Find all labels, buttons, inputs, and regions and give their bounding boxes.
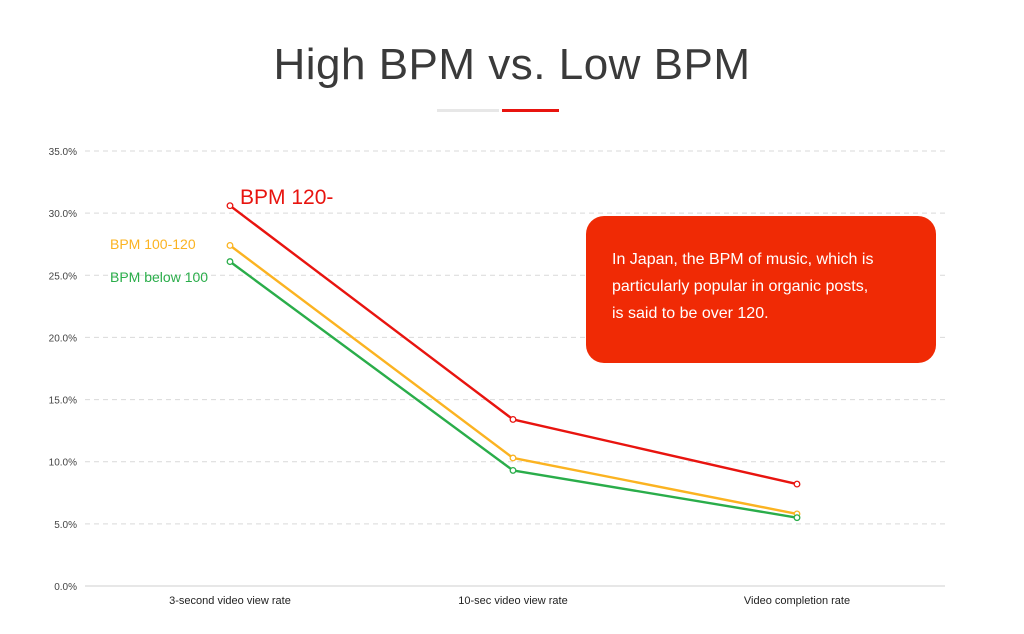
data-point xyxy=(793,480,801,488)
title-underline-gray xyxy=(437,109,499,112)
y-tick-label: 10.0% xyxy=(49,458,77,469)
y-tick-label: 0.0% xyxy=(54,582,77,593)
x-tick-label: Video completion rate xyxy=(744,595,850,607)
callout-line-1: In Japan, the BPM of music, which is xyxy=(612,251,874,268)
title-underline-red xyxy=(502,109,559,112)
callout-line-2: particularly popular in organic posts, xyxy=(612,278,869,295)
y-tick-label: 35.0% xyxy=(49,147,77,158)
series-label: BPM 120- xyxy=(240,186,333,209)
y-tick-label: 25.0% xyxy=(49,271,77,282)
y-tick-label: 5.0% xyxy=(54,520,77,531)
y-tick-label: 30.0% xyxy=(49,209,77,220)
x-tick-label: 10-sec video view rate xyxy=(458,595,567,607)
y-tick-label: 15.0% xyxy=(49,396,77,407)
data-point xyxy=(509,416,517,423)
x-tick-label: 3-second video view rate xyxy=(169,595,291,607)
series-label: BPM below 100 xyxy=(110,269,208,285)
series-label: BPM 100-120 xyxy=(110,236,196,252)
data-point xyxy=(509,454,517,462)
data-point xyxy=(793,514,801,522)
callout-line-3: is said to be over 120. xyxy=(612,305,769,322)
data-point xyxy=(509,466,517,474)
data-point xyxy=(226,202,234,210)
data-point xyxy=(226,242,234,249)
y-tick-label: 20.0% xyxy=(49,333,77,344)
callout-box: In Japan, the BPM of music, which is par… xyxy=(586,216,936,363)
data-point xyxy=(226,258,234,266)
page-title: High BPM vs. Low BPM xyxy=(273,40,751,89)
